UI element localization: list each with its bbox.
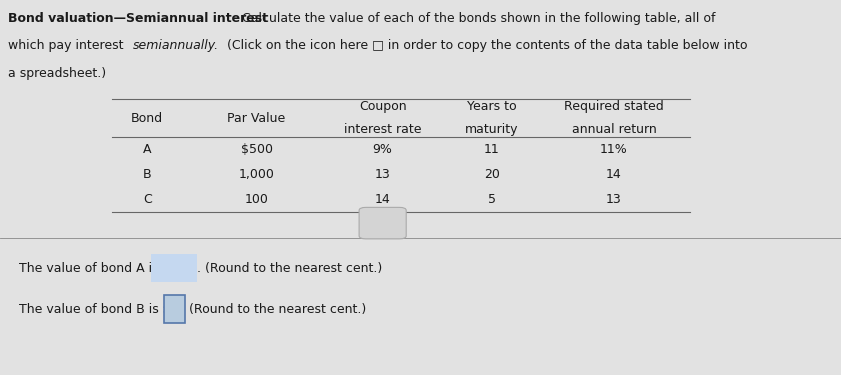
Text: 14: 14 (375, 193, 390, 206)
Text: 1,000: 1,000 (239, 168, 274, 181)
Text: which pay interest: which pay interest (8, 39, 128, 53)
Text: 13: 13 (606, 193, 621, 206)
Text: Bond: Bond (131, 112, 163, 125)
Text: 13: 13 (375, 168, 390, 181)
Text: Calculate the value of each of the bonds shown in the following table, all of: Calculate the value of each of the bonds… (234, 12, 716, 25)
Text: annual return: annual return (572, 123, 656, 136)
Text: 11: 11 (484, 143, 500, 156)
Text: (Round to the nearest cent.): (Round to the nearest cent.) (189, 303, 367, 316)
Text: 437.08: 437.08 (151, 262, 196, 274)
Text: Bond valuation—Semiannual interest: Bond valuation—Semiannual interest (8, 12, 268, 25)
Text: Coupon: Coupon (359, 100, 406, 113)
Text: 11%: 11% (600, 143, 627, 156)
Text: a spreadsheet.): a spreadsheet.) (8, 67, 107, 80)
Text: Years to: Years to (467, 100, 517, 113)
Text: The value of bond B is $: The value of bond B is $ (19, 303, 170, 316)
Text: A: A (143, 143, 151, 156)
Text: (Click on the icon here □ in order to copy the contents of the data table below : (Click on the icon here □ in order to co… (223, 39, 748, 53)
Text: interest rate: interest rate (344, 123, 421, 136)
Text: semiannually.: semiannually. (133, 39, 219, 53)
Text: •••: ••• (375, 219, 390, 228)
Text: 100: 100 (245, 193, 268, 206)
Text: C: C (143, 193, 151, 206)
Text: B: B (143, 168, 151, 181)
Text: 5: 5 (488, 193, 496, 206)
Text: $500: $500 (241, 143, 272, 156)
Text: The value of bond A is $: The value of bond A is $ (19, 262, 174, 274)
Text: . (Round to the nearest cent.): . (Round to the nearest cent.) (197, 262, 382, 274)
Text: maturity: maturity (465, 123, 519, 136)
Text: 14: 14 (606, 168, 621, 181)
Text: Par Value: Par Value (227, 112, 286, 125)
Text: 20: 20 (484, 168, 500, 181)
Text: Required stated: Required stated (564, 100, 664, 113)
Text: 9%: 9% (373, 143, 393, 156)
